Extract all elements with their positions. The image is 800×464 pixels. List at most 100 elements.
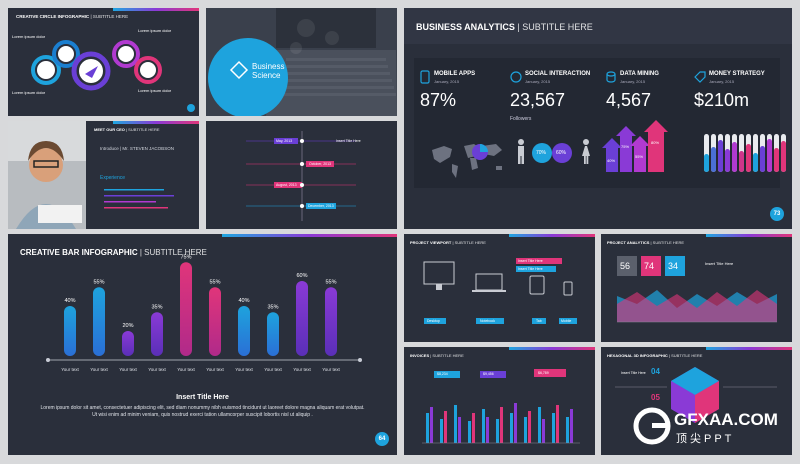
device-icons	[423, 258, 577, 324]
page-badge	[187, 104, 195, 112]
slide-hexagonal-3d[interactable]: HEXAGONAL 3D INFOGRAPHIC | SUBTITLE HERE…	[601, 347, 792, 455]
bar-category-label: Your text	[235, 367, 253, 372]
bar-value-label: 40%	[64, 298, 75, 304]
card-date: January, 2015	[434, 79, 460, 84]
phone-icon	[563, 281, 573, 296]
device-label: Desktop	[427, 319, 440, 323]
followers-label: Followers	[510, 116, 532, 122]
gender-pct: 70%	[536, 150, 547, 156]
arrow-chart	[602, 120, 668, 172]
accent-bar	[509, 234, 595, 237]
bar-category-label: Your text	[148, 367, 166, 372]
slide-title: HEXAGONAL 3D INFOGRAPHIC | SUBTITLE HERE	[607, 353, 703, 358]
timeline-date: May, 2013	[276, 139, 293, 143]
card-data-mining[interactable]: DATA MINING January, 2015 4,567	[606, 70, 692, 110]
money-bar-fill	[704, 154, 709, 172]
insert-title: Insert Title Here	[705, 261, 734, 266]
accent-bar	[509, 347, 595, 350]
money-bar-fill	[746, 144, 751, 172]
card-value: 4,567	[606, 90, 652, 110]
bar	[180, 262, 192, 356]
bar-value-label: 35%	[151, 304, 162, 310]
bar-chart: 40% Your text 55% Your text 20% Your text 35% Y…	[46, 254, 362, 372]
bar-category-label: Your text	[264, 367, 282, 372]
viewport-tag: Insert Title Here	[518, 267, 543, 271]
tablet-icon	[529, 275, 545, 295]
money-bar-fill	[711, 147, 716, 172]
slide-title: MEET OUR CEO | SUBTITLE HERE	[94, 127, 160, 132]
card-label: DATA MINING	[620, 71, 659, 77]
bar-category-label: Your text	[61, 367, 79, 372]
stat-value: 34	[668, 261, 679, 271]
money-bar-fill	[739, 151, 744, 172]
slide-creative-bar[interactable]: CREATIVE BAR INFOGRAPHIC | SUBTITLE HERE…	[8, 234, 397, 455]
bar	[151, 312, 163, 356]
card-money-strategy[interactable]: MONEY STRATEGY January, 2015 $210m	[694, 70, 780, 110]
label: Lorem ipsum dolor	[12, 90, 46, 95]
bar-value-label: 55%	[325, 279, 336, 285]
card-mobile-apps[interactable]: MOBILE APPS January, 2015 87%	[420, 70, 506, 110]
world-map	[432, 144, 502, 178]
bar	[238, 306, 250, 356]
slide-project-analytics[interactable]: PROJECT ANALYTICS | SUBTITLE HERE 56 74 …	[601, 234, 792, 342]
slide-business-analytics[interactable]: BUSINESS ANALYTICS | SUBTITLE HERE MOBIL…	[404, 8, 792, 229]
watermark-logo: GFXAA.COM 顶尖PPT	[632, 402, 800, 452]
insert-title: Insert Title Here	[176, 394, 229, 401]
page-badge: 64	[375, 432, 389, 446]
slide-title: CREATIVE CIRCLE INFOGRAPHIC | SUBTITLE H…	[16, 14, 129, 19]
timeline-date: August, 2013	[276, 183, 297, 187]
timeline-date: December, 2013	[308, 204, 334, 208]
insert-title: Insert Title Here	[621, 371, 646, 375]
card-social-interaction[interactable]: SOCIAL INTERACTION January, 2015 23,567 …	[510, 70, 602, 122]
money-tag-icon	[694, 71, 706, 83]
money-bar-fill	[781, 141, 786, 172]
timeline-item-title: Insert Title Here	[336, 139, 361, 143]
label: Lorem ipsum dolor	[138, 28, 172, 33]
arrow-label: 55%	[635, 154, 644, 159]
money-bar-fill	[732, 142, 737, 172]
bar-category-label: Your text	[322, 367, 340, 372]
money-bar-fill	[725, 149, 730, 172]
experience-label: Experience	[100, 175, 126, 181]
database-icon	[606, 71, 616, 83]
slide-meet-ceo[interactable]: MEET OUR CEO | SUBTITLE HERE Introduce |…	[8, 121, 199, 229]
bar	[267, 312, 279, 356]
header-band	[404, 8, 792, 44]
arrow-label: 40%	[607, 158, 616, 163]
bar-value-label: 35%	[267, 304, 278, 310]
ceo-intro: Introduce | Mr. STEVEN JACOBSON	[100, 146, 174, 151]
watermark-cn: 顶尖PPT	[676, 433, 735, 445]
invoice-tag: $9,456	[483, 372, 494, 376]
bar-value-label: 55%	[209, 279, 220, 285]
money-bar-fill	[774, 148, 779, 172]
watermark-g-icon	[633, 407, 671, 445]
card-date: January, 2015	[620, 79, 646, 84]
slide-invoices[interactable]: INVOICES | SUBTITLE HERE $8,234 $9,456 $…	[404, 347, 595, 455]
slide-title: BUSINESS ANALYTICS | SUBTITLE HERE	[416, 22, 593, 32]
slide-business-science[interactable]: Business Science	[206, 8, 397, 116]
business-line: Business	[252, 62, 285, 71]
bar-value-label: 40%	[238, 298, 249, 304]
invoice-tag: $8,234	[437, 372, 448, 376]
slide-title: CREATIVE BAR INFOGRAPHIC | SUBTITLE HERE	[20, 248, 207, 257]
gender-pct: 60%	[556, 150, 567, 156]
card-value: $210m	[694, 90, 750, 110]
bar	[209, 287, 221, 356]
money-bar-fill	[767, 139, 772, 172]
hex-num: 04	[651, 367, 660, 376]
card-label: MONEY STRATEGY	[709, 71, 765, 77]
card-label: SOCIAL INTERACTION	[525, 71, 591, 77]
ceo-photo	[8, 121, 86, 229]
mobile-icon	[420, 70, 430, 84]
slide-project-viewport[interactable]: PROJECT VIEWPORT | SUBTITLE HERE Insert …	[404, 234, 595, 342]
hexagon-graphic	[615, 367, 777, 423]
card-value: 87%	[420, 90, 457, 110]
circle-chain	[31, 40, 162, 91]
desktop-icon	[423, 261, 455, 285]
slide-creative-circle[interactable]: CREATIVE CIRCLE INFOGRAPHIC | SUBTITLE H…	[8, 8, 199, 116]
slide-timeline[interactable]: May, 2013 October, 2013 August, 2013 Dec…	[206, 121, 397, 229]
accent-bar	[113, 121, 199, 124]
bar-category-label: Your text	[293, 367, 311, 372]
device-label: Mobile	[561, 319, 572, 323]
bar	[64, 306, 76, 356]
